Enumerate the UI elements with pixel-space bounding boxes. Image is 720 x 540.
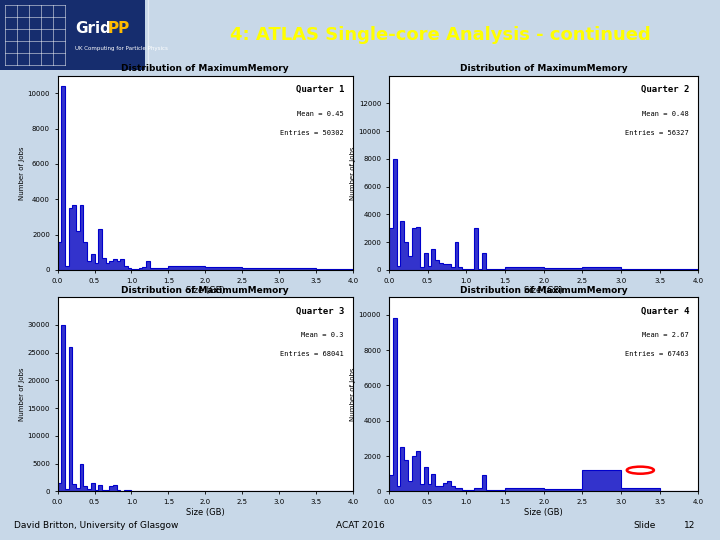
Text: Entries = 50302: Entries = 50302 [280,130,344,136]
Y-axis label: Number of Jobs: Number of Jobs [350,367,356,421]
Text: Mean = 0.48: Mean = 0.48 [642,111,689,117]
Text: Slide: Slide [634,521,656,530]
Y-axis label: Number of Jobs: Number of Jobs [19,146,24,200]
Text: ACAT 2016: ACAT 2016 [336,521,384,530]
X-axis label: Size (GB): Size (GB) [186,508,225,517]
Y-axis label: Number of Jobs: Number of Jobs [19,367,24,421]
X-axis label: Size (GB): Size (GB) [186,286,225,295]
Title: Distribution of MaximumMemory: Distribution of MaximumMemory [122,286,289,295]
Title: Distribution of MaximumMemory: Distribution of MaximumMemory [460,286,627,295]
Bar [0,0,145,70]
Text: Mean = 0.45: Mean = 0.45 [297,111,344,117]
X-axis label: Size (GB): Size (GB) [524,286,563,295]
Title: Distribution of MaximumMemory: Distribution of MaximumMemory [122,64,289,73]
Text: Entries = 68041: Entries = 68041 [280,352,344,357]
Text: Quarter 2: Quarter 2 [641,85,689,94]
Text: Mean = 0.3: Mean = 0.3 [302,332,344,338]
Text: Grid: Grid [75,21,111,36]
Text: David Britton, University of Glasgow: David Britton, University of Glasgow [14,521,179,530]
Text: Quarter 4: Quarter 4 [641,307,689,316]
Text: UK Computing for Particle Physics: UK Computing for Particle Physics [75,46,168,51]
Text: Entries = 67463: Entries = 67463 [626,352,689,357]
Text: Entries = 56327: Entries = 56327 [626,130,689,136]
Y-axis label: Number of Jobs: Number of Jobs [350,146,356,200]
Text: Quarter 1: Quarter 1 [296,85,344,94]
Title: Distribution of MaximumMemory: Distribution of MaximumMemory [460,64,627,73]
Text: Mean = 2.67: Mean = 2.67 [642,332,689,338]
Text: Quarter 3: Quarter 3 [296,307,344,316]
Text: 4: ATLAS Single-core Analysis - continued: 4: ATLAS Single-core Analysis - continue… [230,26,650,44]
Text: PP: PP [108,21,130,36]
X-axis label: Size (GB): Size (GB) [524,508,563,517]
Text: 12: 12 [684,521,696,530]
